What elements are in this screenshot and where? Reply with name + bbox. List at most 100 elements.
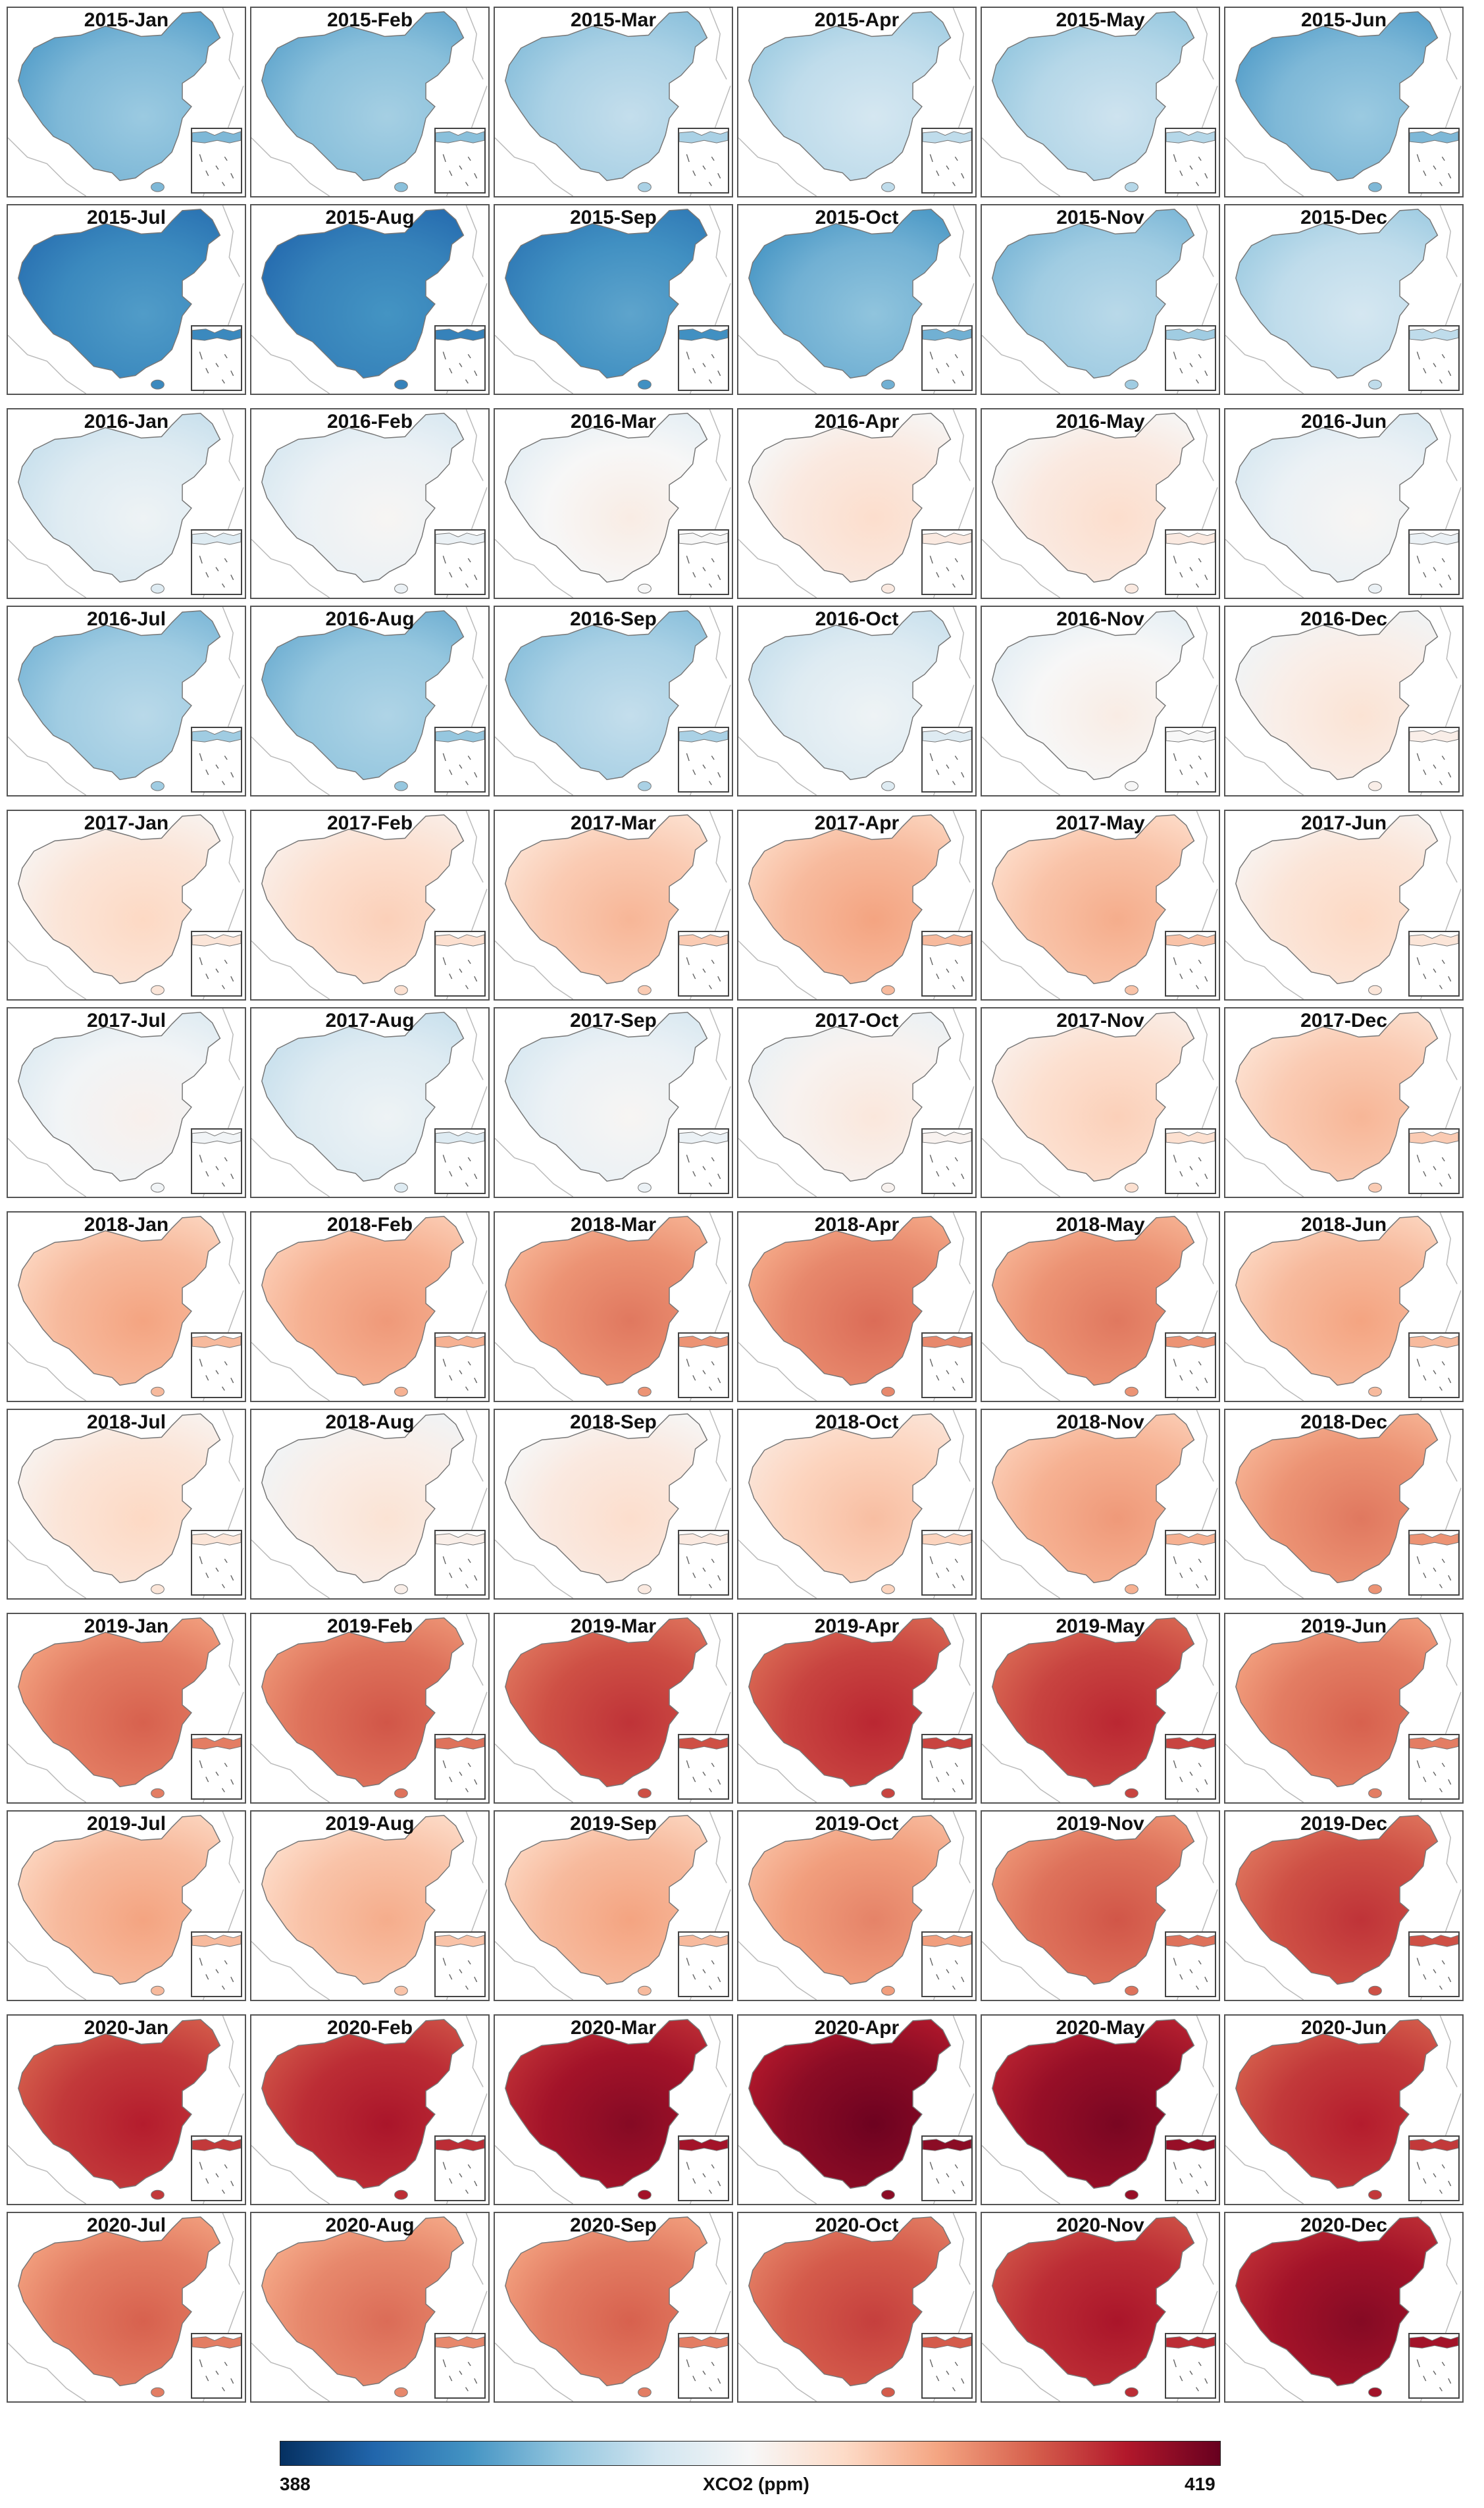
neighbor-border: [738, 334, 817, 394]
inset-coast: [923, 1737, 971, 1750]
inset-map: [679, 2336, 728, 2391]
china-region: [1235, 2019, 1439, 2189]
inset-map: [679, 533, 728, 588]
china-map: [1225, 1410, 1462, 1598]
south-china-sea-inset: [191, 2333, 242, 2399]
panel-title: 2018-Mar: [570, 1214, 657, 1236]
coastline: [952, 1410, 971, 1482]
inset-islands: [442, 2359, 478, 2391]
inset-coast: [192, 131, 241, 144]
hainan-island: [881, 781, 895, 791]
inset-coast: [436, 533, 484, 545]
inset-map: [1166, 1737, 1215, 1792]
inset-coast: [1410, 1336, 1458, 1348]
inset-coast: [1410, 131, 1458, 144]
china-region: [505, 209, 708, 379]
inset-map: [1410, 1132, 1458, 1187]
neighbor-border: [1225, 940, 1304, 999]
hainan-island: [151, 583, 165, 594]
china-map: [1225, 205, 1462, 394]
neighbor-border: [495, 1342, 574, 1401]
inset-islands: [1416, 2359, 1452, 2391]
inset-islands: [1173, 1760, 1208, 1792]
inset-islands: [1173, 1359, 1208, 1391]
panel-title: 2018-Apr: [814, 1214, 900, 1236]
colorbar-min-label: 388: [280, 2474, 311, 2494]
inset-islands: [1416, 1760, 1452, 1792]
china-map: [8, 1614, 244, 1802]
china-region: [261, 209, 465, 379]
coastline: [1439, 2213, 1458, 2285]
south-china-sea-inset: [1408, 1734, 1460, 1800]
panel-title: 2018-Sep: [570, 1411, 657, 1433]
map-panel: 2020-Nov: [981, 2212, 1220, 2403]
inset-coast: [1410, 2336, 1458, 2349]
south-china-sea-inset: [921, 1734, 973, 1800]
inset-map: [923, 1533, 971, 1588]
china-region: [18, 2019, 221, 2189]
inset-map: [192, 1336, 241, 1391]
inset-coast: [192, 1737, 241, 1750]
hainan-island: [638, 2387, 652, 2397]
panel-title: 2020-Aug: [325, 2214, 415, 2236]
neighbor-border: [8, 1342, 87, 1401]
inset-coast: [679, 1533, 728, 1546]
hainan-island: [881, 985, 895, 995]
inset-coast: [679, 2336, 728, 2349]
inset-map: [1410, 1737, 1458, 1792]
map-panel: 2019-Jun: [1224, 1613, 1464, 1804]
inset-map: [436, 533, 484, 588]
china-region: [18, 413, 221, 583]
map-panel: 2018-Apr: [737, 1211, 977, 1402]
inset-islands: [442, 1760, 478, 1792]
south-china-sea-inset: [1408, 325, 1460, 391]
china-region: [261, 2019, 465, 2189]
coastline: [465, 1213, 484, 1284]
china-map: [1225, 1008, 1462, 1197]
inset-map: [436, 2139, 484, 2194]
inset-islands: [1416, 1359, 1452, 1391]
china-region: [505, 2019, 708, 2189]
hainan-island: [151, 1386, 165, 1397]
hainan-island: [638, 182, 652, 192]
hainan-island: [638, 2189, 652, 2200]
china-region: [18, 1413, 221, 1584]
inset-map: [1166, 2139, 1215, 2194]
neighbor-border: [8, 1941, 87, 2000]
hainan-island: [638, 583, 652, 594]
map-panel: 2017-Sep: [494, 1007, 733, 1198]
south-china-sea-inset: [1165, 931, 1216, 997]
panel-title: 2015-Jul: [86, 207, 166, 228]
china-map: [738, 1812, 975, 2000]
inset-map: [1410, 730, 1458, 785]
inset-islands: [929, 556, 965, 588]
south-china-sea-inset: [191, 727, 242, 793]
coastline: [465, 409, 484, 481]
inset-islands: [442, 1359, 478, 1391]
south-china-sea-inset: [434, 325, 486, 391]
inset-map: [192, 328, 241, 384]
china-region: [992, 2216, 1195, 2387]
coastline: [222, 1008, 240, 1080]
inset-coast: [923, 1533, 971, 1546]
coastline: [465, 1812, 484, 1883]
inset-map: [679, 1533, 728, 1588]
coastline: [709, 205, 727, 277]
inset-islands: [199, 352, 234, 384]
coastline: [222, 1410, 240, 1482]
south-china-sea-inset: [921, 2333, 973, 2399]
inset-coast: [923, 730, 971, 743]
south-china-sea-inset: [191, 1734, 242, 1800]
china-region: [748, 11, 952, 182]
map-panel: 2019-Nov: [981, 1810, 1220, 2001]
map-panel: 2019-Oct: [737, 1810, 977, 2001]
map-panel: 2018-Feb: [250, 1211, 490, 1402]
south-china-sea-inset: [434, 128, 486, 194]
panel-title: 2019-Feb: [326, 1615, 413, 1637]
panel-title: 2020-Nov: [1056, 2214, 1144, 2236]
coastline: [222, 811, 240, 883]
inset-islands: [686, 1155, 721, 1187]
china-region: [992, 1012, 1195, 1182]
panel-title: 2018-Aug: [325, 1411, 415, 1433]
